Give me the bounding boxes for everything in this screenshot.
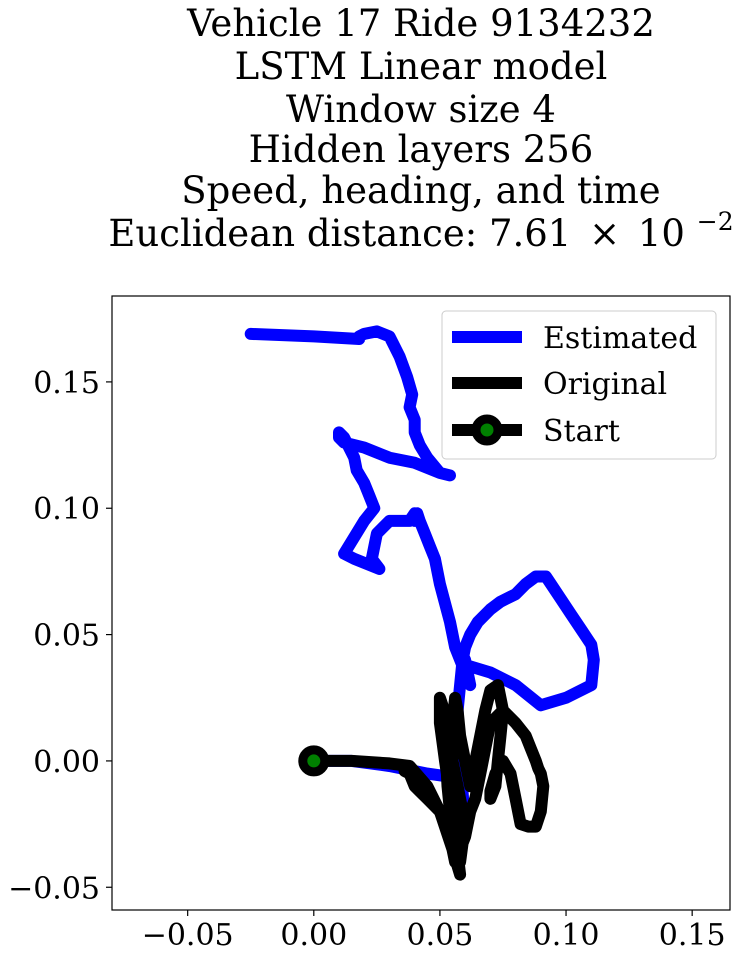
legend: Estimated Original Start [441, 310, 717, 460]
title-metric-label: Euclidean distance: 7.61 [108, 212, 571, 255]
title-line-2: LSTM Linear model [235, 45, 608, 88]
y-axis: −0.05 0.00 0.05 0.10 0.15 [8, 366, 112, 906]
title-metric-base: 10 [638, 212, 685, 255]
series-layer [244, 325, 600, 881]
x-tick-label: −0.05 [142, 918, 234, 953]
legend-start-marker [471, 414, 503, 446]
x-tick-label: 0.15 [659, 918, 726, 953]
series-line-estimated [244, 325, 600, 831]
y-tick-label: 0.05 [33, 619, 100, 654]
title-line-1: Vehicle 17 Ride 9134232 [186, 2, 655, 45]
title-line-5: Speed, heading, and time [181, 169, 660, 212]
legend-label-original: Original [543, 367, 667, 402]
start-point-marker [298, 745, 330, 777]
title-line-3: Window size 4 [286, 88, 556, 131]
x-axis: −0.05 0.00 0.05 0.10 0.15 [142, 910, 726, 953]
y-tick-label: −0.05 [8, 871, 100, 906]
y-tick-label: 0.00 [33, 745, 100, 780]
series-line-original [307, 679, 550, 881]
title-line-6: Euclidean distance: 7.61 × 10 −2 [108, 207, 733, 255]
x-tick-label: 0.00 [280, 918, 347, 953]
chart-title: Vehicle 17 Ride 9134232 LSTM Linear mode… [108, 2, 733, 255]
y-tick-label: 0.10 [33, 492, 100, 527]
title-metric-times: × [589, 212, 620, 255]
x-tick-label: 0.10 [533, 918, 600, 953]
legend-label-estimated: Estimated [543, 321, 697, 356]
title-line-4: Hidden layers 256 [249, 128, 594, 171]
legend-frame [441, 310, 717, 460]
axes-frame [111, 295, 731, 911]
y-tick-label: 0.15 [33, 366, 100, 401]
legend-label-start: Start [543, 414, 620, 449]
x-tick-label: 0.05 [407, 918, 474, 953]
title-metric-exponent: −2 [697, 207, 734, 236]
